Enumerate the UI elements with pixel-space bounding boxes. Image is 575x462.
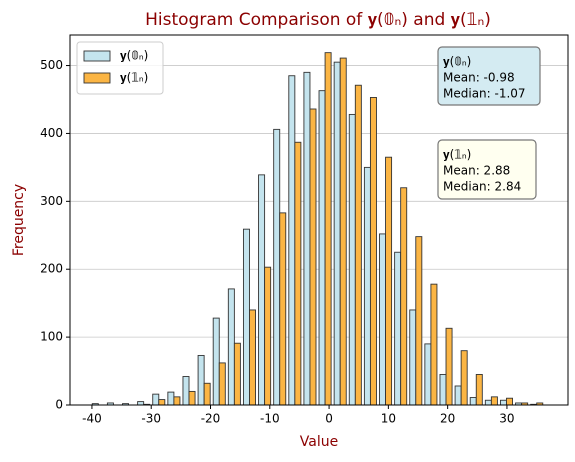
bar [188,390,196,406]
bar [303,71,311,406]
bar [173,396,181,406]
bar [394,251,402,406]
x-tick-label: -20 [201,412,221,426]
bar [430,283,438,406]
legend-swatch [83,50,111,62]
bar [363,166,371,406]
bar [182,376,190,406]
bar [454,385,462,406]
bar [264,266,272,406]
bar [218,362,226,406]
bar [167,391,175,406]
bar [242,228,250,406]
bar [409,309,417,406]
x-tick-label: 30 [499,412,514,426]
annotation-text: Mean: -0.98 [443,71,515,85]
x-tick-label: -40 [82,412,102,426]
bar [400,187,408,406]
x-tick-label: 20 [440,412,455,426]
bar [499,399,507,406]
annotation-text: 𝐲(𝟙ₙ) [443,148,471,162]
y-tick-label: 0 [55,398,63,412]
bar [288,75,296,406]
bar [460,350,468,406]
chart-title: Histogram Comparison of 𝐲(𝟘ₙ) and 𝐲(𝟙ₙ) [145,10,491,30]
bar [212,317,220,406]
y-tick-label: 100 [40,330,63,344]
bar [258,174,266,406]
bar [233,342,241,406]
bar [490,396,498,406]
legend-label: 𝐲(𝟙ₙ) [120,71,148,85]
y-tick-label: 300 [40,194,63,208]
annotation-text: 𝐲(𝟘ₙ) [443,55,471,69]
bar [324,52,332,406]
bar [445,327,453,406]
x-tick-label: 0 [325,412,333,426]
bar [415,236,423,406]
bar [348,113,356,406]
bar [249,309,256,406]
bar [197,354,205,406]
y-axis-label: Frequency [11,184,27,256]
bar [469,397,477,406]
y-tick-label: 200 [40,262,63,276]
annotation-box [437,46,541,106]
bar [379,233,386,406]
legend-label: 𝐲(𝟘ₙ) [120,49,148,63]
y-tick-label: 500 [40,58,63,72]
bar [439,373,447,406]
bar [333,61,341,406]
bar [152,393,160,406]
annotation-text: Median: -1.07 [443,87,526,101]
x-tick-label: -10 [260,412,280,426]
bar [279,212,287,406]
bar [309,108,317,406]
bar [227,288,235,406]
x-tick-label: 10 [381,412,396,426]
bar [385,156,393,406]
legend-swatch [83,72,111,84]
x-axis-label: Value [300,434,338,450]
bar [369,97,377,406]
annotation-text: Median: 2.84 [443,180,521,194]
bar [158,399,166,406]
x-tick-label: -30 [141,412,161,426]
bar [484,399,492,406]
bar [137,401,145,406]
bar [339,57,347,406]
bar [294,141,302,406]
legend: 𝐲(𝟘ₙ) 𝐲(𝟙ₙ) [76,41,164,95]
y-tick-label: 400 [40,126,63,140]
plot-frame [69,34,569,406]
annotation-text: Mean: 2.88 [443,164,510,178]
bar [318,90,326,406]
bar [424,343,432,406]
bar [203,382,211,406]
bar [273,128,281,406]
annotation-box [437,139,537,200]
bar [354,84,362,406]
bar [506,397,513,406]
bar [475,373,483,406]
